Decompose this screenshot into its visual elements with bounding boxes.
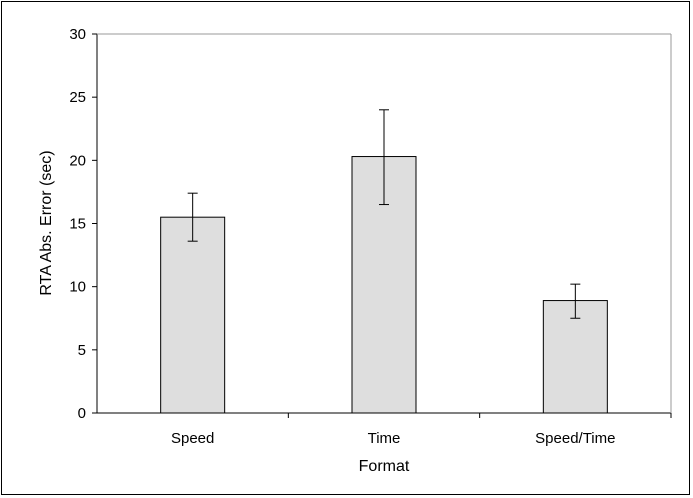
- x-category-label: Time: [368, 430, 401, 447]
- bar-speed: [160, 216, 226, 414]
- y-axis-title: RTA Abs. Error (sec): [38, 150, 55, 295]
- y-tick-label: 15: [69, 216, 86, 233]
- error-bars-layer: [187, 109, 581, 319]
- y-tick-label: 20: [69, 152, 86, 169]
- x-axis-labels: Speed Time Speed/Time: [171, 413, 672, 447]
- bar-speed-time: [542, 300, 608, 414]
- y-tick-label: 25: [69, 89, 86, 106]
- x-category-label: Speed/Time: [535, 430, 615, 447]
- y-tick-label: 5: [78, 342, 86, 359]
- y-axis-ticks: 0 5 10 15 20 25 30: [69, 26, 97, 422]
- y-tick-label: 0: [78, 405, 86, 422]
- y-tick-label: 30: [69, 26, 86, 43]
- x-category-label: Speed: [171, 430, 214, 447]
- y-tick-label: 10: [69, 279, 86, 296]
- x-axis-title: Format: [359, 458, 410, 475]
